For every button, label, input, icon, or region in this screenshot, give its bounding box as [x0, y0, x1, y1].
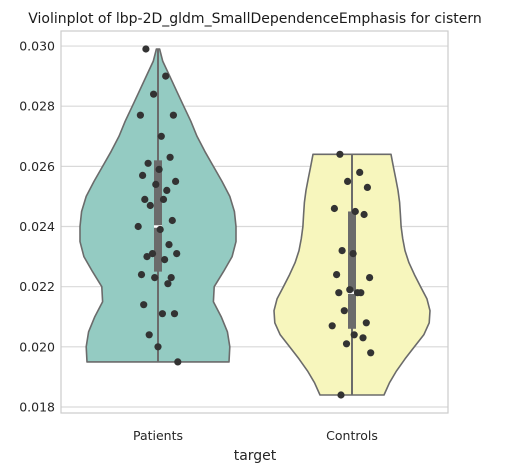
data-point	[168, 216, 176, 225]
data-point	[145, 331, 153, 339]
data-point	[139, 171, 147, 179]
data-point	[342, 340, 351, 348]
data-point	[165, 241, 173, 249]
data-point	[360, 210, 368, 219]
data-point	[143, 253, 151, 261]
data-point	[353, 289, 362, 297]
y-tick-label: 0.022	[19, 279, 55, 294]
data-point	[333, 271, 341, 279]
data-point	[169, 111, 177, 119]
data-point	[158, 310, 166, 318]
data-point	[337, 391, 345, 399]
data-point	[166, 153, 174, 161]
data-point	[155, 165, 163, 173]
chart-title: Violinplot of lbp-2D_gldm_SmallDependenc…	[28, 11, 481, 27]
data-point	[351, 207, 359, 216]
x-axis-ticks: Patients Controls	[133, 428, 378, 443]
y-tick-label: 0.028	[19, 99, 55, 114]
data-point	[163, 186, 171, 194]
data-point	[156, 225, 164, 234]
data-point	[151, 274, 159, 282]
data-point	[363, 183, 371, 191]
data-point	[338, 247, 346, 255]
y-axis-ticks: 0.018 0.020 0.022 0.024 0.026 0.028 0.030	[19, 39, 55, 415]
data-point	[362, 319, 370, 327]
y-tick-label: 0.024	[19, 219, 55, 234]
data-point	[164, 280, 172, 288]
data-point	[136, 111, 144, 119]
x-axis-label: target	[234, 448, 277, 464]
data-point	[330, 204, 338, 213]
violins	[79, 48, 431, 396]
violin-iqr-box	[154, 160, 162, 272]
y-tick-label: 0.018	[19, 399, 55, 414]
data-point	[141, 195, 149, 203]
data-point	[366, 274, 374, 282]
data-point	[367, 349, 375, 357]
violin-iqr-box	[348, 211, 356, 329]
data-point	[142, 45, 150, 53]
data-point	[350, 331, 358, 339]
data-point	[359, 334, 367, 342]
data-point	[174, 358, 182, 366]
data-point	[154, 343, 162, 351]
data-point	[335, 289, 343, 297]
data-point	[134, 222, 142, 231]
data-point	[346, 286, 354, 294]
data-point	[328, 322, 336, 330]
data-point	[167, 274, 175, 282]
x-tick-label: Controls	[326, 428, 378, 443]
data-point	[157, 132, 165, 140]
data-point	[356, 168, 364, 176]
y-tick-label: 0.020	[19, 339, 55, 354]
data-point	[336, 150, 344, 158]
data-point	[150, 90, 158, 98]
y-tick-label: 0.030	[19, 39, 55, 54]
data-point	[173, 250, 181, 258]
data-point	[161, 256, 169, 264]
data-point	[159, 195, 168, 203]
data-point	[340, 307, 348, 315]
data-point	[140, 301, 148, 309]
data-point	[344, 177, 352, 185]
data-point	[349, 250, 357, 258]
data-point	[172, 177, 180, 185]
data-point	[170, 310, 179, 318]
data-point	[148, 250, 157, 258]
plot-frame	[60, 30, 449, 414]
x-tick-label: Patients	[133, 428, 183, 443]
y-tick-label: 0.026	[19, 159, 55, 174]
data-point	[162, 72, 170, 80]
data-point	[144, 159, 152, 167]
data-point	[152, 180, 160, 188]
data-points	[134, 45, 375, 399]
data-point	[137, 271, 146, 279]
data-point	[146, 201, 154, 210]
